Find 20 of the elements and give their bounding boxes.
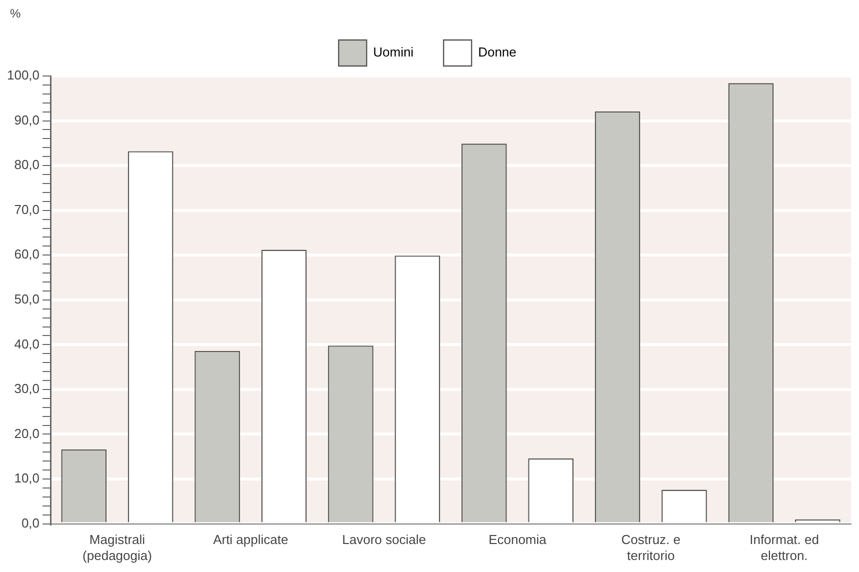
y-tick-label: 80,0 bbox=[14, 157, 40, 172]
x-tick-label: Arti applicate bbox=[213, 532, 288, 548]
legend-label: Donne bbox=[478, 44, 516, 60]
y-tick-label: 20,0 bbox=[14, 426, 40, 441]
x-tick-label: Magistrali (pedagogia) bbox=[82, 532, 152, 563]
y-tick-label: 100,0 bbox=[6, 68, 40, 83]
y-tick-label: 0,0 bbox=[21, 515, 40, 530]
y-tick-label: 90,0 bbox=[14, 112, 40, 128]
x-tick-label: Economia bbox=[488, 532, 548, 548]
y-tick-label: 70,0 bbox=[14, 202, 40, 217]
y-tick-label: 30,0 bbox=[14, 381, 40, 396]
x-tick-label: Lavoro sociale bbox=[342, 532, 426, 548]
y-tick-label: 40,0 bbox=[14, 336, 40, 352]
y-axis-title: % bbox=[10, 6, 21, 20]
y-tick-label: 60,0 bbox=[14, 246, 40, 262]
y-tick-label: 50,0 bbox=[14, 291, 40, 306]
x-tick-label: Informat. ed elettron. bbox=[750, 532, 819, 563]
legend-label: Uomini bbox=[373, 44, 414, 60]
y-tick-label: 10,0 bbox=[14, 470, 40, 486]
x-tick-label: Costruz. e territorio bbox=[621, 532, 681, 563]
